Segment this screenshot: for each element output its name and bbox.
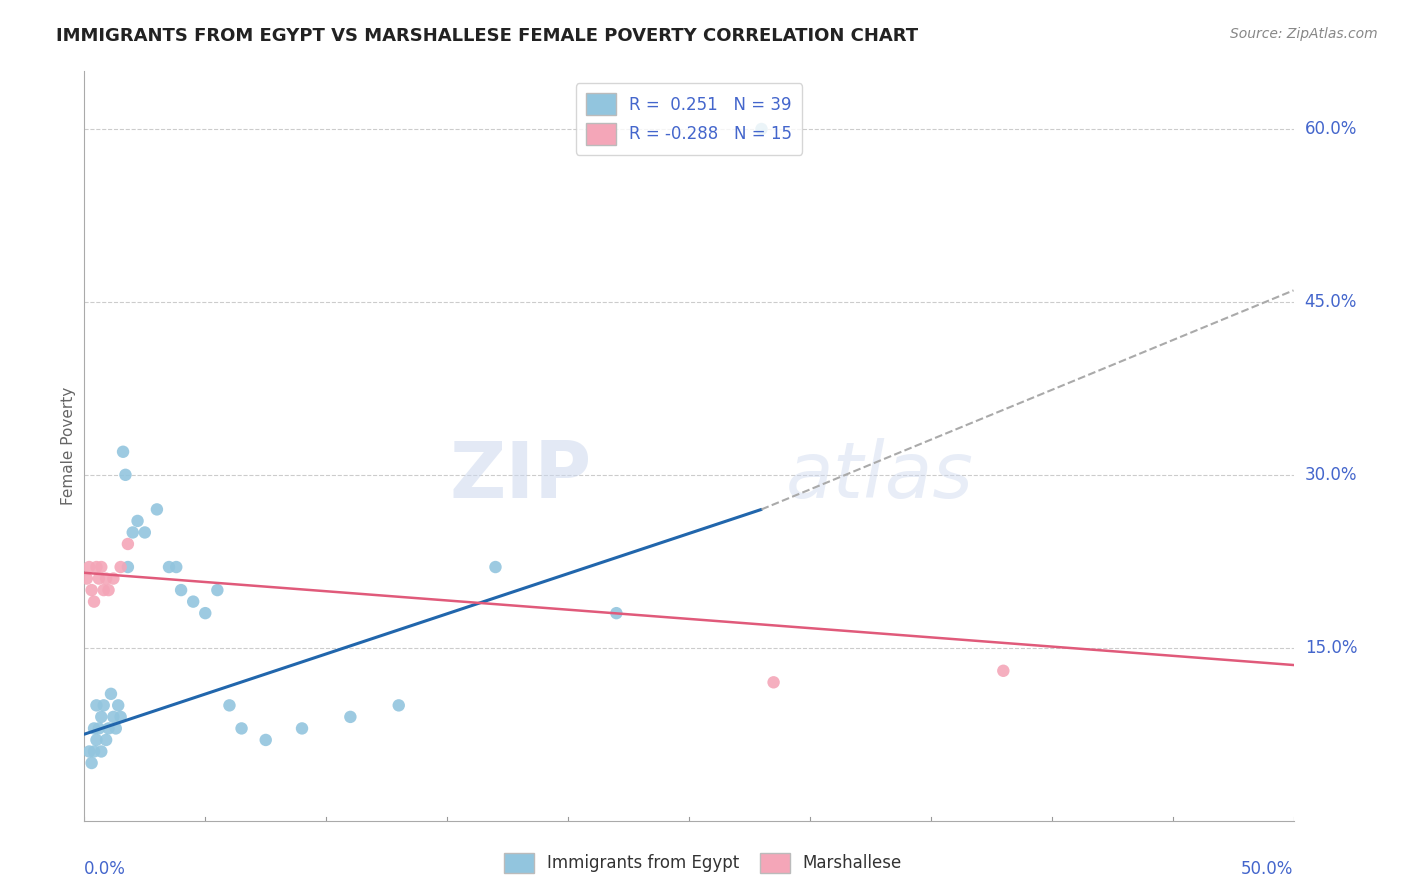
Point (90, 744, 112, 758)
Point (127, 514, 149, 528)
Point (484, 560, 506, 574)
Point (94, 572, 117, 586)
Point (157, 560, 180, 574)
Point (605, 606, 627, 620)
Point (388, 698, 411, 713)
Point (90, 560, 112, 574)
Point (165, 560, 187, 574)
Y-axis label: Female Poverty: Female Poverty (60, 387, 76, 505)
Point (254, 733, 277, 747)
Point (181, 594, 204, 608)
Point (170, 583, 193, 598)
Point (339, 710, 361, 724)
Text: Source: ZipAtlas.com: Source: ZipAtlas.com (1230, 27, 1378, 41)
Text: ZIP: ZIP (450, 438, 592, 514)
Point (86, 733, 108, 747)
Point (207, 583, 229, 598)
Point (83, 594, 105, 608)
Point (93, 583, 115, 598)
Point (134, 525, 156, 540)
Point (194, 606, 217, 620)
Point (231, 722, 253, 736)
Point (751, 122, 773, 136)
Point (87, 572, 110, 586)
Point (83, 744, 105, 758)
Point (83, 722, 105, 736)
Point (76, 572, 98, 586)
Point (100, 687, 122, 701)
Point (762, 675, 785, 690)
Text: 0.0%: 0.0% (84, 860, 127, 878)
Point (993, 664, 1015, 678)
Point (110, 560, 132, 574)
Point (110, 710, 132, 724)
Point (90, 710, 112, 724)
Point (87, 722, 110, 736)
Point (93, 698, 115, 713)
Point (97, 583, 120, 598)
Point (80, 756, 103, 770)
Point (103, 710, 125, 724)
Text: 15.0%: 15.0% (1305, 639, 1357, 657)
Point (146, 502, 169, 516)
Text: 45.0%: 45.0% (1305, 293, 1357, 311)
Point (112, 444, 135, 458)
Point (117, 560, 139, 574)
Point (97, 722, 120, 736)
Legend: Immigrants from Egypt, Marshallese: Immigrants from Egypt, Marshallese (498, 847, 908, 880)
Point (291, 722, 314, 736)
Point (80, 583, 103, 598)
Text: 50.0%: 50.0% (1241, 860, 1294, 878)
Point (77, 744, 100, 758)
Point (121, 525, 143, 540)
Point (103, 572, 125, 586)
Point (218, 698, 240, 713)
Text: atlas: atlas (786, 438, 973, 514)
Text: 30.0%: 30.0% (1305, 466, 1357, 483)
Point (104, 722, 127, 736)
Legend: R =  0.251   N = 39, R = -0.288   N = 15: R = 0.251 N = 39, R = -0.288 N = 15 (576, 84, 801, 154)
Text: 60.0%: 60.0% (1305, 120, 1357, 138)
Point (94, 733, 117, 747)
Point (117, 537, 139, 551)
Point (114, 467, 136, 482)
Point (86, 560, 108, 574)
Text: IMMIGRANTS FROM EGYPT VS MARSHALLESE FEMALE POVERTY CORRELATION CHART: IMMIGRANTS FROM EGYPT VS MARSHALLESE FEM… (56, 27, 918, 45)
Point (86, 698, 108, 713)
Point (107, 698, 129, 713)
Point (77, 560, 100, 574)
